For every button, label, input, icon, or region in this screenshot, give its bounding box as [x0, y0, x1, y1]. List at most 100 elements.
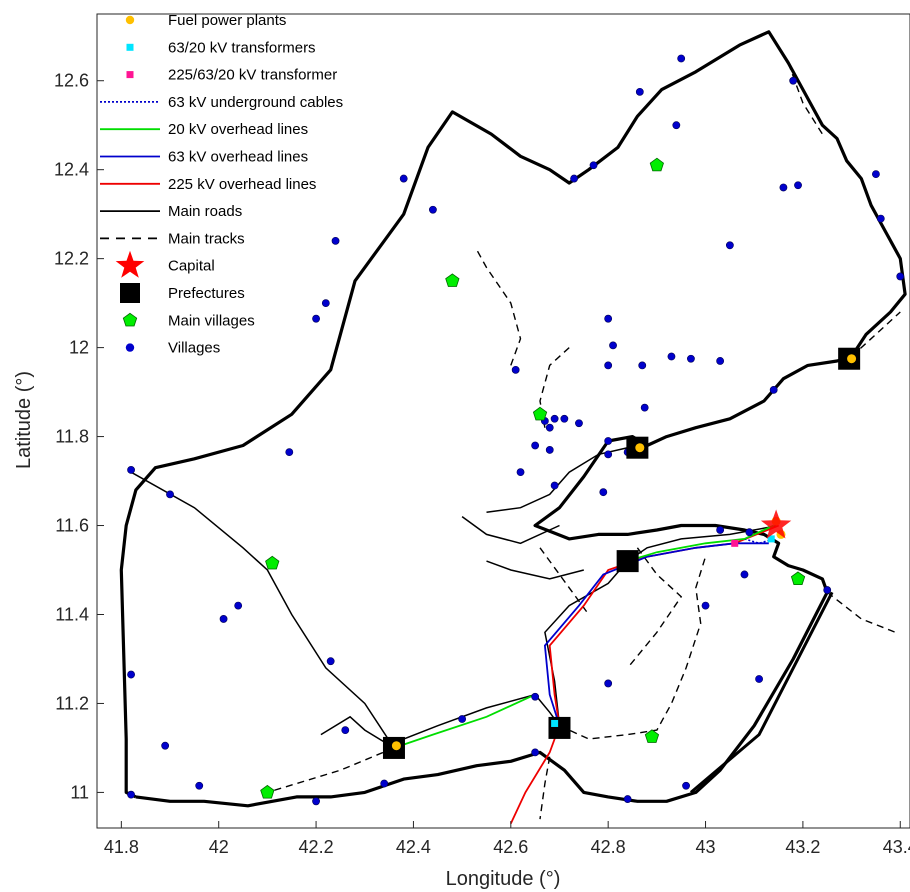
legend-symbol-225-63-20-kv-transformer: [126, 71, 134, 79]
village-marker: [716, 357, 725, 365]
village-marker: [127, 790, 135, 799]
line-20kv: [627, 524, 775, 562]
village-marker: [623, 795, 632, 803]
village-marker: [604, 361, 613, 370]
legend-symbol-fuel-power-plants: [125, 15, 135, 25]
village-marker: [872, 170, 880, 179]
village-marker: [755, 675, 763, 683]
legend-label: Main roads: [168, 203, 242, 220]
main-track: [539, 547, 590, 615]
legend-symbol-capital: [115, 250, 145, 278]
y-tick-label: 12.6: [54, 71, 89, 91]
village-marker: [635, 87, 644, 96]
village-marker: [701, 601, 710, 610]
main-road: [689, 591, 834, 794]
village-marker: [399, 174, 408, 183]
village-marker: [604, 314, 613, 323]
y-tick-label: 11.8: [55, 427, 89, 447]
village-marker: [589, 161, 598, 170]
y-tick-label: 11: [70, 782, 89, 802]
prefecture-marker: [616, 550, 639, 573]
main-track: [627, 547, 683, 669]
main-road: [461, 515, 560, 545]
legend-label: Main villages: [168, 312, 255, 329]
legend-symbol-prefectures: [120, 283, 140, 303]
main-track: [826, 591, 896, 633]
y-tick-label: 12: [69, 338, 89, 358]
x-tick-label: 43.2: [785, 837, 820, 857]
village-marker: [794, 181, 802, 190]
village-marker: [321, 299, 330, 308]
village-marker: [789, 76, 798, 85]
village-marker: [823, 586, 832, 594]
village-marker: [234, 601, 243, 610]
x-tick-label: 42.2: [299, 837, 334, 857]
y-tick-label: 12.2: [54, 249, 89, 269]
main-road: [544, 560, 629, 726]
plot-area: [119, 30, 907, 824]
village-marker: [312, 314, 320, 323]
line-63kv: [543, 542, 769, 726]
y-tick-label: 12.4: [54, 160, 89, 180]
main-village-marker: [790, 571, 806, 585]
village-marker: [575, 419, 583, 428]
village-marker: [127, 670, 135, 679]
village-marker: [511, 365, 520, 374]
main-village-marker: [265, 555, 280, 570]
main-road: [130, 471, 395, 749]
fuel-power-plant-marker: [847, 354, 857, 364]
village-marker: [609, 341, 617, 350]
main-village-marker: [532, 406, 548, 421]
village-marker: [545, 423, 554, 432]
y-tick-label: 11.6: [55, 516, 89, 536]
legend-label: Capital: [168, 258, 215, 275]
main-village-marker: [445, 273, 460, 287]
main-village-marker: [649, 157, 664, 172]
village-marker: [166, 490, 174, 499]
axis-ticks: 41.8 42 42.2 42.4 42.6 42.8 43 43.2 43.4 11 11.2 11…: [54, 71, 910, 857]
village-marker: [667, 352, 676, 361]
village-marker: [682, 781, 690, 790]
village-marker: [740, 570, 749, 579]
village-marker: [638, 361, 647, 370]
legend-label: Main tracks: [168, 230, 245, 247]
village-marker: [599, 488, 608, 497]
x-tick-label: 43: [696, 837, 716, 857]
village-marker: [640, 403, 649, 412]
village-marker: [716, 526, 725, 534]
main-track: [787, 62, 823, 135]
village-marker: [604, 679, 613, 688]
transformer-225-63-20kv-marker: [731, 539, 739, 547]
main-road: [486, 560, 584, 580]
x-tick-label: 42: [209, 837, 229, 857]
legend-symbol-main-villages: [122, 312, 138, 327]
legend-label: 225 kV overhead lines: [168, 176, 316, 193]
village-marker: [380, 779, 389, 788]
village-marker: [550, 481, 559, 490]
village-marker: [331, 236, 340, 245]
fuel-power-plant-marker: [391, 741, 401, 751]
legend-label: 20 kV overhead lines: [168, 121, 308, 138]
village-marker: [341, 726, 350, 735]
transformer-63-20kv-marker: [551, 719, 559, 727]
plot-layers: [119, 30, 907, 824]
village-marker: [604, 450, 613, 459]
village-marker: [326, 657, 335, 666]
village-marker: [531, 441, 540, 450]
village-marker: [769, 385, 778, 394]
x-tick-label: 43.4: [883, 837, 910, 857]
main-track: [559, 556, 707, 740]
country-border: [119, 30, 907, 808]
legend-label: 63/20 kV transformers: [168, 39, 316, 56]
y-tick-label: 11.4: [55, 604, 89, 624]
village-marker: [545, 446, 554, 454]
village-marker: [127, 466, 135, 474]
main-track: [851, 311, 901, 358]
transformer-63-20kv-marker: [767, 535, 775, 543]
x-tick-label: 42.8: [591, 837, 626, 857]
y-tick-label: 11.2: [55, 693, 89, 713]
legend-symbol-63-20-kv-transformers: [126, 43, 134, 51]
capital-marker: [760, 509, 792, 539]
village-marker: [725, 241, 734, 250]
village-marker: [550, 414, 559, 423]
